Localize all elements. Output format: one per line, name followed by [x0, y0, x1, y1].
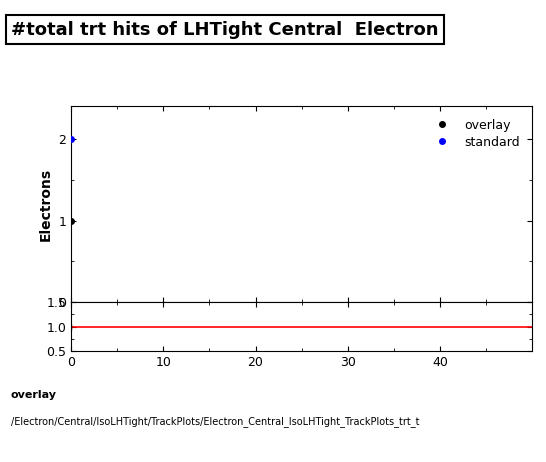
Text: overlay: overlay [11, 390, 57, 401]
Legend: overlay, standard: overlay, standard [423, 113, 526, 155]
Text: #total trt hits of LHT​ight Central  Electron: #total trt hits of LHT​ight Central Elec… [11, 21, 438, 39]
Y-axis label: Electrons: Electrons [39, 168, 52, 241]
Text: /Electron/Central/IsoLHTight/TrackPlots/Electron_Central_IsoLHTight_TrackPlots_t: /Electron/Central/IsoLHTight/TrackPlots/… [11, 416, 419, 427]
